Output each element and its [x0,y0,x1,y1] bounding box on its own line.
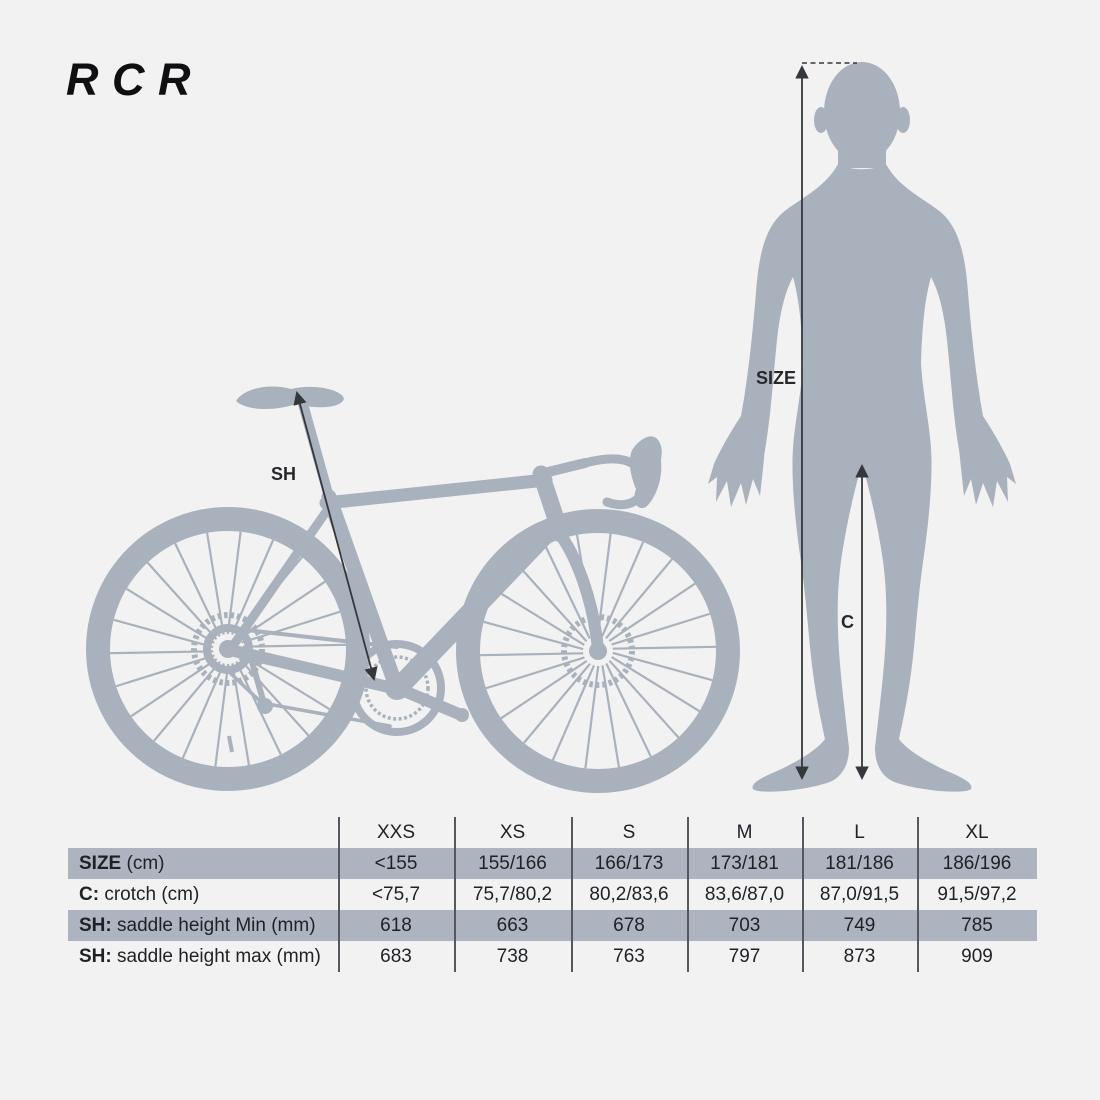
body-height-label: SIZE [755,368,796,388]
person-silhouette [708,62,1016,792]
bike-saddle [236,386,344,410]
row-label-rest: saddle height Min (mm) [111,915,316,936]
crotch-label: C [841,612,854,632]
table-value: <75,7 [371,884,421,905]
table-value: 155/166 [478,853,547,874]
bike-shifter [629,436,662,509]
table-value: 909 [961,946,993,967]
table-value: 678 [613,915,645,936]
saddle-height-label: SH [270,464,296,484]
bike-silhouette [86,386,740,793]
size-col-header: S [622,822,636,843]
table-value: 91,5/97,2 [937,884,1017,905]
table-value: 87,0/91,5 [819,884,900,905]
bike-front-wheel [456,509,740,793]
row-label-strong: SH: [79,915,112,936]
table-divider [454,817,456,972]
table-divider [802,817,804,972]
table-divider [571,817,573,972]
row-label: SH: saddle height max (mm) [68,941,338,972]
table-value: 618 [380,915,412,936]
size-col-header: L [854,822,865,843]
size-table: XXS XS S M L XL SIZE (cm) <155 155/166 1… [68,817,1037,972]
size-col-header: XXS [376,822,416,843]
row-label-strong: C: [79,884,100,905]
size-col-header: M [736,822,753,843]
row-label: SH: saddle height Min (mm) [68,910,338,941]
row-label-rest: crotch (cm) [99,884,200,905]
row-label: C: crotch (cm) [68,879,338,910]
size-diagram [86,62,1016,793]
table-value: 683 [380,946,412,967]
row-label-rest: (cm) [121,853,165,874]
row-label-strong: SH: [79,946,112,967]
row-highlight-sh-min [68,910,1037,941]
bike-crankset [349,640,469,736]
size-table-grid: XXS XS S M L XL SIZE (cm) <155 155/166 1… [68,817,1037,972]
table-value: 181/186 [825,853,894,874]
table-value: 166/173 [594,853,664,874]
table-corner-empty [68,817,338,848]
table-divider [338,817,340,972]
table-divider [687,817,689,972]
rcr-logo: RCR [66,54,204,105]
row-highlight-size [68,848,1037,879]
table-value: 873 [843,946,876,967]
table-value: 738 [496,946,529,967]
table-value: 749 [843,915,876,936]
table-value: 797 [728,946,761,967]
table-value: 763 [613,946,645,967]
table-value: <155 [374,853,418,874]
measurement-lines [293,62,869,781]
table-value: 663 [496,915,529,936]
person-body [708,164,1016,792]
saddle-height-arrow [293,391,378,681]
row-label-strong: SIZE [79,853,122,874]
table-value: 80,2/83,6 [589,884,669,905]
size-col-header: XL [965,822,989,843]
row-label-rest: saddle height max (mm) [111,946,321,967]
table-value: 186/196 [942,853,1012,874]
person-head [824,62,900,162]
table-value: 83,6/87,0 [704,884,785,905]
table-value: 703 [728,915,761,936]
table-value: 173/181 [710,853,779,874]
table-divider [917,817,919,972]
table-value: 785 [961,915,993,936]
size-col-header: XS [499,822,526,843]
row-label: SIZE (cm) [68,848,338,879]
table-value: 75,7/80,2 [472,884,553,905]
